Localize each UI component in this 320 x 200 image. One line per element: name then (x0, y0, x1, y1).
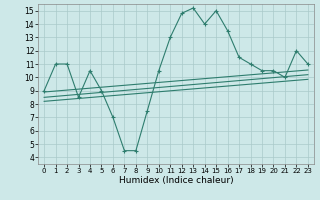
X-axis label: Humidex (Indice chaleur): Humidex (Indice chaleur) (119, 176, 233, 185)
